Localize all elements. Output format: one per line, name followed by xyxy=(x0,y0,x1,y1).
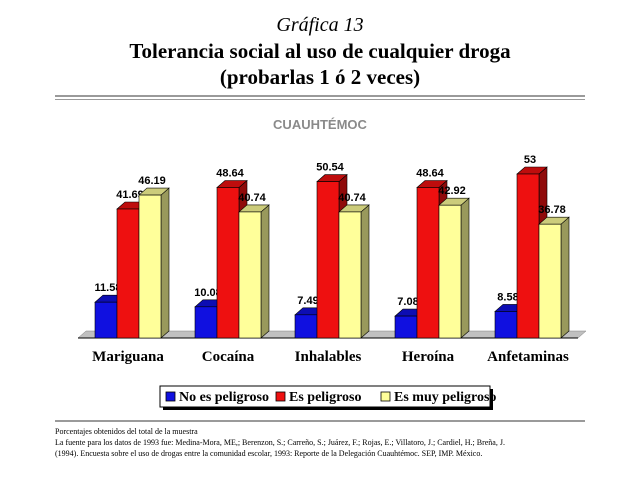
source-notes: Porcentajes obtenidos del total de la mu… xyxy=(55,426,615,459)
legend-box xyxy=(159,385,491,408)
category-label-cocaína: Cocaína xyxy=(202,349,255,365)
value-label-heroína-2: 42.92 xyxy=(438,185,466,197)
bottom-rule xyxy=(55,420,585,422)
bar-chart: CUAUHTÉMOC 11.58 41.69 46.19 Mariguana 10.08 4… xyxy=(77,117,587,410)
bar-heroína-2 xyxy=(438,204,462,339)
chart-title-line1: Tolerancia social al uso de cualquier dr… xyxy=(129,39,511,63)
category-label-inhalables: Inhalables xyxy=(295,349,362,365)
bar-heroína-1 xyxy=(416,187,440,339)
bar-mariguana-1 xyxy=(116,208,140,339)
value-label-cocaína-0: 10.08 xyxy=(194,287,222,299)
bar-mariguana-0 xyxy=(94,301,118,339)
value-label-mariguana-2: 46.19 xyxy=(138,175,166,187)
value-label-inhalables-2: 40.74 xyxy=(338,192,366,204)
bar-mariguana-2 xyxy=(138,194,162,339)
value-label-mariguana-1: 41.69 xyxy=(116,189,144,201)
value-label-inhalables-1: 50.54 xyxy=(316,162,344,174)
legend-swatch-2 xyxy=(380,391,391,402)
bar-side-heroína-2 xyxy=(460,197,470,339)
category-label-mariguana: Mariguana xyxy=(92,349,164,365)
value-label-mariguana-0: 11.58 xyxy=(95,282,122,294)
chart-title-line2: (probarlas 1 ó 2 veces) xyxy=(219,65,421,89)
chart-title: Tolerancia social al uso de cualquier dr… xyxy=(0,38,640,90)
bar-side-anfetaminas-2 xyxy=(560,216,570,339)
chart-kicker: Gráfica 13 xyxy=(276,14,364,36)
value-label-cocaína-2: 40.74 xyxy=(238,192,266,204)
bar-anfetaminas-2 xyxy=(538,223,562,339)
value-label-anfetaminas-1: 53 xyxy=(524,154,536,166)
bar-inhalables-0 xyxy=(294,314,318,339)
bar-anfetaminas-1 xyxy=(516,173,540,339)
chart-subtitle: CUAUHTÉMOC xyxy=(273,117,367,132)
bar-side-inhalables-2 xyxy=(360,204,370,339)
bar-cocaína-0 xyxy=(194,306,218,339)
bar-cocaína-2 xyxy=(238,211,262,339)
legend-swatch-1 xyxy=(275,391,286,402)
bar-inhalables-1 xyxy=(316,181,340,339)
legend-swatch-0 xyxy=(165,391,176,402)
note-line-3: (1994). Encuesta sobre el uso de drogas … xyxy=(55,449,483,458)
legend-label-0: No es peligroso xyxy=(179,390,269,405)
value-label-heroína-0: 7.08 xyxy=(397,296,418,308)
bar-side-cocaína-2 xyxy=(260,204,270,339)
legend-label-1: Es peligroso xyxy=(289,390,361,405)
value-label-anfetaminas-0: 8.58 xyxy=(497,291,518,303)
note-line-1: Porcentajes obtenidos del total de la mu… xyxy=(55,427,198,436)
bar-heroína-0 xyxy=(394,315,418,339)
top-rule xyxy=(55,95,585,97)
bar-anfetaminas-0 xyxy=(494,311,518,339)
value-label-heroína-1: 48.64 xyxy=(416,167,444,179)
category-label-anfetaminas: Anfetaminas xyxy=(487,349,569,365)
value-label-inhalables-0: 7.49 xyxy=(297,295,318,307)
bar-cocaína-1 xyxy=(216,187,240,339)
bar-side-mariguana-2 xyxy=(160,187,170,339)
legend-label-2: Es muy peligroso xyxy=(394,390,496,405)
value-label-cocaína-1: 48.64 xyxy=(216,167,244,179)
category-label-heroína: Heroína xyxy=(402,349,455,365)
value-label-anfetaminas-2: 36.78 xyxy=(538,204,566,216)
note-line-2: La fuente para los datos de 1993 fue: Me… xyxy=(55,438,505,447)
top-rule-thin xyxy=(55,99,585,100)
bar-inhalables-2 xyxy=(338,211,362,339)
